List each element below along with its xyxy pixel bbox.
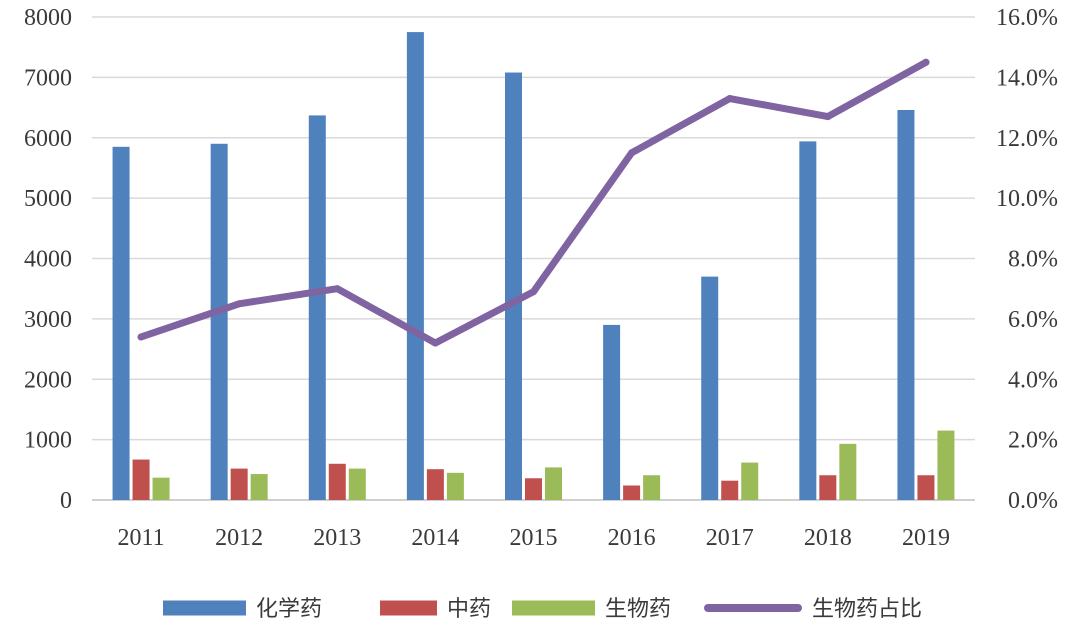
line-point xyxy=(431,339,439,347)
y-left-tick-label: 8000 xyxy=(24,5,72,31)
line-point xyxy=(333,285,341,293)
y-right-tick-label: 12.0% xyxy=(996,126,1058,152)
bar-3 xyxy=(250,474,268,500)
bar-2 xyxy=(721,480,739,500)
legend-swatch xyxy=(163,600,246,616)
line-point xyxy=(726,95,734,103)
bar-2 xyxy=(525,478,542,500)
y-left-tick-label: 3000 xyxy=(24,307,72,333)
y-right-tick-label: 0.0% xyxy=(1008,488,1058,514)
y-left-tick-label: 7000 xyxy=(24,65,72,91)
bar-1 xyxy=(603,324,621,500)
bar-3 xyxy=(839,443,857,500)
bar-3 xyxy=(545,467,562,500)
bar-2 xyxy=(917,475,935,500)
bar-2 xyxy=(328,463,346,500)
bar-1 xyxy=(701,276,719,500)
line-point xyxy=(235,300,243,308)
bar-2 xyxy=(426,469,444,500)
bar-1 xyxy=(210,143,228,500)
legend-swatch xyxy=(380,600,437,616)
x-tick-label: 2013 xyxy=(313,525,361,551)
legend-label: 生物药占比 xyxy=(812,597,922,622)
x-tick-label: 2019 xyxy=(902,525,950,551)
line-point xyxy=(922,58,930,66)
y-left-tick-label: 0 xyxy=(60,488,72,514)
y-left-tick-label: 6000 xyxy=(24,126,72,152)
x-tick-label: 2016 xyxy=(608,525,656,551)
bar-2 xyxy=(132,459,150,500)
x-tick-label: 2017 xyxy=(706,525,754,551)
bar-3 xyxy=(152,477,170,500)
bar-2 xyxy=(230,468,248,500)
y-left-tick-label: 1000 xyxy=(24,428,72,454)
legend-label: 中药 xyxy=(447,597,491,622)
bar-1 xyxy=(897,109,915,500)
line-point xyxy=(137,333,145,341)
x-tick-label: 2018 xyxy=(804,525,852,551)
legend-swatch xyxy=(512,600,595,616)
bar-3 xyxy=(741,462,759,500)
y-left-tick-label: 5000 xyxy=(24,186,72,212)
bar-3 xyxy=(446,472,464,500)
bar-3 xyxy=(643,475,661,500)
y-right-tick-label: 2.0% xyxy=(1008,428,1058,454)
y-left-tick-label: 4000 xyxy=(24,247,72,273)
legend-label: 生物药 xyxy=(605,597,671,622)
bar-1 xyxy=(505,72,522,501)
y-left-tick-label: 2000 xyxy=(24,367,72,393)
bar-1 xyxy=(308,115,326,500)
y-right-tick-label: 14.0% xyxy=(996,65,1058,91)
line-point xyxy=(628,149,636,157)
y-right-tick-label: 16.0% xyxy=(996,5,1058,31)
bar-2 xyxy=(623,485,641,500)
legend-label: 化学药 xyxy=(256,597,322,622)
bar-3 xyxy=(348,468,366,500)
x-tick-label: 2012 xyxy=(215,525,263,551)
bar-1 xyxy=(799,141,817,500)
line-point xyxy=(530,288,537,296)
y-right-tick-label: 6.0% xyxy=(1008,307,1058,333)
bar-2 xyxy=(819,475,837,500)
y-right-tick-label: 8.0% xyxy=(1008,247,1058,273)
y-right-tick-label: 10.0% xyxy=(996,186,1058,212)
bar-1 xyxy=(406,32,424,500)
bar-1 xyxy=(112,146,130,500)
bar-3 xyxy=(937,430,955,500)
line-point xyxy=(824,113,832,121)
x-tick-label: 2011 xyxy=(118,525,165,551)
legend-swatch xyxy=(704,604,802,612)
y-right-tick-label: 4.0% xyxy=(1008,367,1058,393)
x-tick-label: 2014 xyxy=(411,525,459,551)
x-tick-label: 2015 xyxy=(510,525,558,551)
